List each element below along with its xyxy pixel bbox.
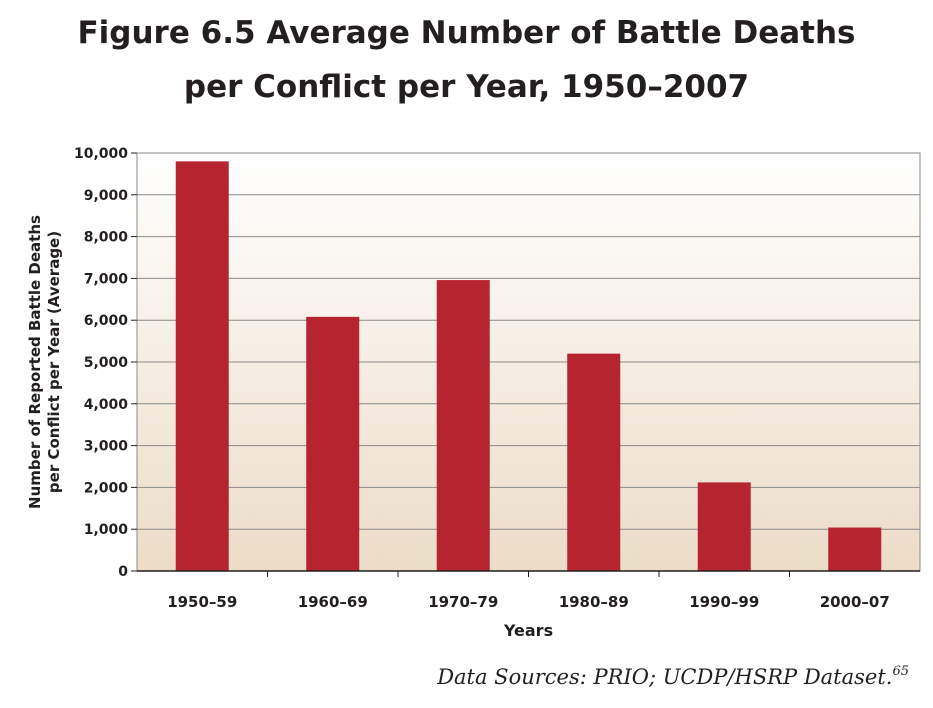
y-tick-label: 7,000 xyxy=(84,271,129,287)
footnote-marker: 65 xyxy=(892,664,909,679)
source-text: Data Sources: PRIO; UCDP/HSRP Dataset. xyxy=(437,665,893,689)
x-tick-label: 1960–69 xyxy=(298,593,368,611)
chart-title-line-1: Figure 6.5 Average Number of Battle Deat… xyxy=(77,15,856,51)
x-tick-label: 2000–07 xyxy=(820,593,890,611)
x-axis-label: Years xyxy=(503,621,553,640)
bar xyxy=(567,353,621,571)
bar xyxy=(828,527,882,571)
bar xyxy=(175,161,229,572)
source-note: Data Sources: PRIO; UCDP/HSRP Dataset.65 xyxy=(437,664,909,689)
y-tick-label: 9,000 xyxy=(84,188,129,204)
y-tick-label: 10,000 xyxy=(74,146,128,162)
y-tick-label: 1,000 xyxy=(84,522,129,538)
y-tick-label: 8,000 xyxy=(84,230,129,246)
y-tick-label: 3,000 xyxy=(84,439,129,455)
bar xyxy=(306,316,360,571)
x-tick-label: 1980–89 xyxy=(559,593,629,611)
bars xyxy=(175,161,882,572)
chart-title-line-2: per Conflict per Year, 1950–2007 xyxy=(183,69,750,105)
y-tick-label: 2,000 xyxy=(84,480,129,496)
y-tick-label: 6,000 xyxy=(84,313,129,329)
y-tick-label: 4,000 xyxy=(84,397,129,413)
x-tick-label: 1950–59 xyxy=(167,593,237,611)
bar xyxy=(436,280,490,571)
x-tick-label: 1970–79 xyxy=(428,593,498,611)
x-tick-label: 1990–99 xyxy=(689,593,759,611)
axes: 0 1,000 2,000 3,000 4,000 5,000 6,000 7,000 8,00… xyxy=(74,146,920,611)
gridlines xyxy=(137,194,920,530)
labels: Number of Reported Battle Deaths per Con… xyxy=(26,215,553,640)
y-tick-label: 0 xyxy=(118,564,128,580)
chart-title: Figure 6.5 Average Number of Battle Deat… xyxy=(0,6,933,114)
y-tick-label: 5,000 xyxy=(84,355,129,371)
y-axis-label-line-2: per Conflict per Year (Average) xyxy=(45,231,63,493)
y-axis-label-line-1: Number of Reported Battle Deaths xyxy=(26,215,44,509)
bar xyxy=(697,482,751,571)
